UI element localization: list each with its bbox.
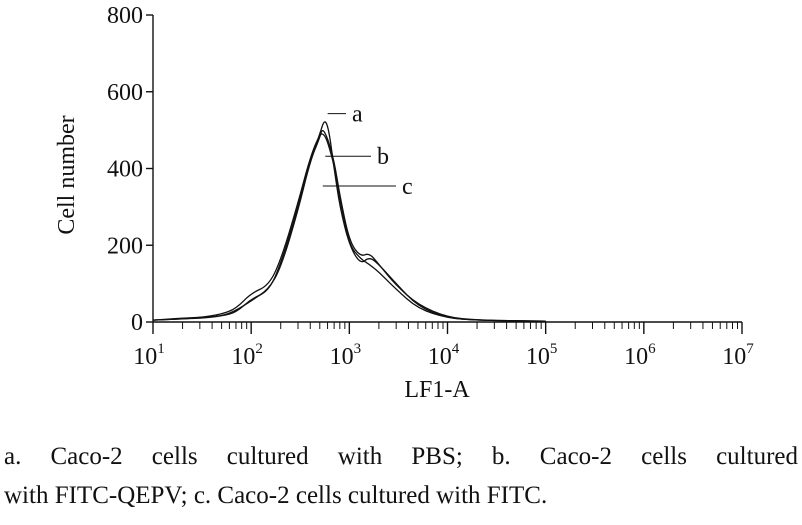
x-tick-exponent: 3 <box>354 341 362 357</box>
series-layer <box>152 121 546 322</box>
series-a-label: a <box>352 102 363 128</box>
y-tick-label-0: 0 <box>131 310 143 336</box>
x-tick-label: 106 <box>624 341 656 370</box>
caption-line-2: with FITC-QEPV; c. Caco-2 cells cultured… <box>4 482 548 509</box>
x-tick-label: 101 <box>133 341 165 370</box>
series-b-curve <box>152 129 546 322</box>
x-tick-base: 10 <box>133 344 157 370</box>
x-tick-base: 10 <box>624 344 648 370</box>
x-tick-exponent: 5 <box>550 341 558 357</box>
series-b-label: b <box>377 144 389 170</box>
figure-caption: a. Caco-2 cells cultured with PBS; b. Ca… <box>4 437 798 515</box>
x-tick-base: 10 <box>722 344 746 370</box>
x-tick-base: 10 <box>231 344 255 370</box>
x-tick-label: 102 <box>231 341 263 370</box>
x-tick-label: 107 <box>722 341 754 370</box>
x-tick-exponent: 4 <box>452 341 460 357</box>
x-tick-exponent: 1 <box>157 341 165 357</box>
curve-labels: abc <box>322 102 413 200</box>
x-tick-label: 103 <box>330 341 362 370</box>
x-tick-exponent: 6 <box>648 341 656 357</box>
x-tick-label: 105 <box>526 341 558 370</box>
x-tick-exponent: 7 <box>746 341 754 357</box>
series-c-curve <box>152 133 546 322</box>
y-axis-title: Cell number <box>54 115 80 234</box>
y-tick-label-200: 200 <box>107 233 143 259</box>
x-tick-exponent: 2 <box>255 341 263 357</box>
series-c-label: c <box>402 174 413 200</box>
caption-line-1: a. Caco-2 cells cultured with PBS; b. Ca… <box>4 443 798 470</box>
x-tick-base: 10 <box>428 344 452 370</box>
x-axis-title: LF1-A <box>404 377 470 403</box>
x-tick-label: 104 <box>428 341 460 370</box>
x-axis: 101 102 103 104 105 106 107 <box>133 321 754 370</box>
y-tick-label-400: 400 <box>107 157 143 183</box>
x-tick-base: 10 <box>526 344 550 370</box>
series-a-curve <box>152 121 546 322</box>
x-tick-base: 10 <box>330 344 354 370</box>
y-tick-label-800: 800 <box>107 3 143 29</box>
y-tick-label-600: 600 <box>107 80 143 106</box>
y-axis: 0 200 400 600 800 <box>107 3 154 336</box>
